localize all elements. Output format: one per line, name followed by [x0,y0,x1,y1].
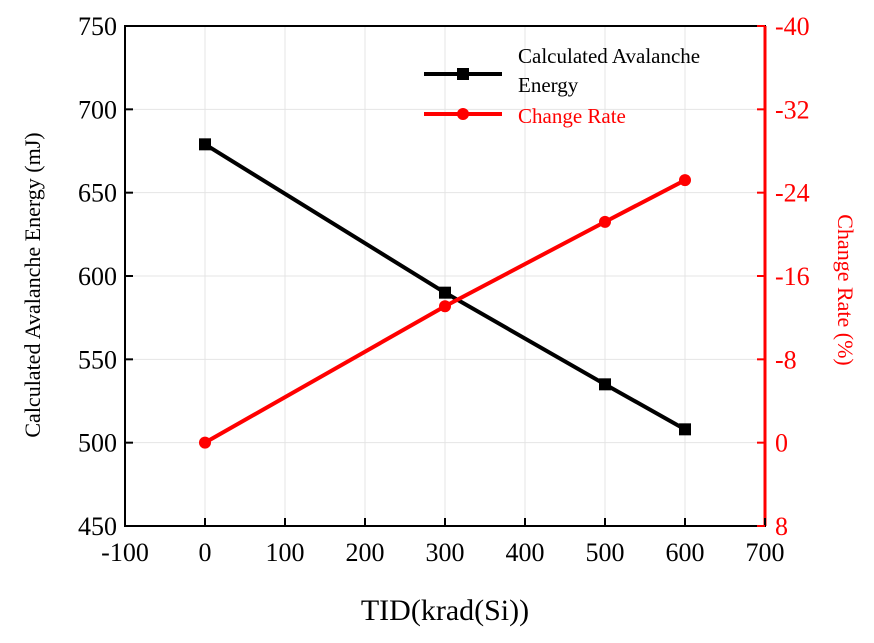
legend: Calculated Avalanche Energy Change Rate [424,44,700,128]
data-point-energy [439,286,451,299]
series [199,138,691,449]
y-axis-right-title: Change Rate (%) [833,214,858,366]
y-left-tick-label: 700 [78,95,117,124]
ticks: -100 0 100 200 300 400 500 600 700 450 500 550 600 65… [78,12,810,567]
y-right-tick-label: -24 [775,179,810,208]
x-tick-label: 300 [426,538,465,567]
series-line-change-rate [204,178,686,445]
x-axis-title: TID(krad(Si)) [361,594,529,627]
x-tick-label: 100 [266,538,305,567]
y-right-tick-label: -40 [775,12,810,41]
x-tick-label: 400 [506,538,545,567]
x-tick-label: 500 [586,538,625,567]
y-right-tick-label: -8 [775,345,797,374]
legend-marker-energy [457,68,469,80]
data-point-energy [599,378,611,391]
y-right-tick-label: 0 [775,429,788,458]
y-left-tick-label: 750 [78,12,117,41]
legend-marker-change-rate [457,108,469,120]
legend-label-energy-line2: Energy [518,73,579,97]
series-line-energy [203,142,686,432]
x-tick-label: 600 [666,538,705,567]
data-point-change-rate [199,436,211,449]
legend-label-change-rate: Change Rate [518,104,626,128]
data-point-change-rate [439,300,451,313]
data-point-energy [199,138,211,151]
y-left-tick-label: 500 [78,429,117,458]
data-point-change-rate [679,174,691,187]
x-tick-label: -100 [101,538,149,567]
y-right-tick-label: -32 [775,95,810,124]
x-tick-label: 200 [346,538,385,567]
y-left-tick-label: 450 [78,512,117,541]
y-left-tick-label: 550 [78,345,117,374]
y-axis-left-title: Calculated Avalanche Energy (mJ) [20,132,45,437]
y-left-tick-label: 600 [78,262,117,291]
data-point-energy [679,423,691,436]
data-point-change-rate [599,215,611,228]
x-tick-label: 700 [746,538,785,567]
y-right-tick-label: -16 [775,262,810,291]
y-right-tick-label: 8 [775,512,788,541]
x-tick-label: 0 [199,538,212,567]
legend-label-energy-line1: Calculated Avalanche [518,44,700,68]
grid [125,26,765,526]
y-left-tick-label: 650 [78,179,117,208]
